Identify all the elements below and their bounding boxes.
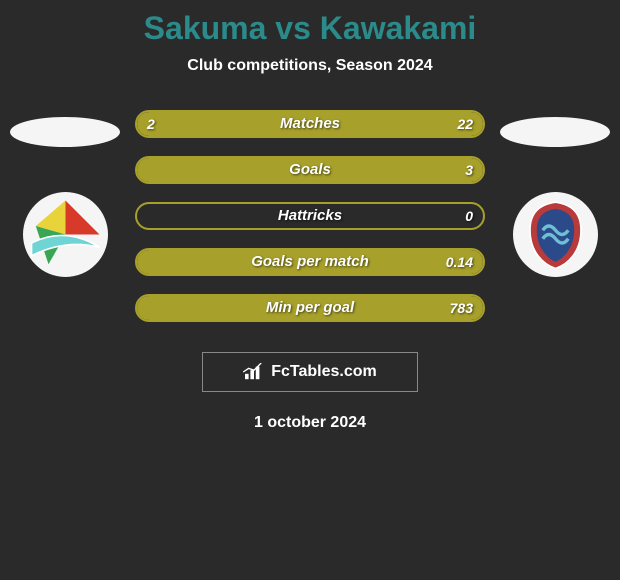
branding-label: FcTables.com (271, 363, 377, 381)
stat-bar: Matches222 (135, 110, 485, 138)
right-club-badge-icon (513, 192, 598, 277)
branding-box: FcTables.com (202, 352, 418, 392)
bar-value-left: 2 (147, 112, 155, 136)
right-player-silhouette (500, 117, 610, 147)
bar-label: Matches (137, 112, 483, 136)
bar-value-right: 0 (465, 204, 473, 228)
bar-value-right: 783 (450, 296, 473, 320)
bar-value-right: 3 (465, 158, 473, 182)
left-player-silhouette (10, 117, 120, 147)
bar-label: Hattricks (137, 204, 483, 228)
bar-value-right: 0.14 (446, 250, 473, 274)
main-row: Matches222Goals3Hattricks0Goals per matc… (0, 110, 620, 322)
stat-bar: Goals per match0.14 (135, 248, 485, 276)
date-label: 1 october 2024 (0, 414, 620, 432)
bar-value-right: 22 (457, 112, 473, 136)
stats-bars: Matches222Goals3Hattricks0Goals per matc… (135, 110, 485, 322)
bar-chart-icon (243, 363, 265, 381)
right-club-badge (513, 192, 598, 277)
stat-bar: Min per goal783 (135, 294, 485, 322)
comparison-infographic: Sakuma vs Kawakami Club competitions, Se… (0, 0, 620, 432)
subtitle: Club competitions, Season 2024 (0, 57, 620, 75)
bar-label: Min per goal (137, 296, 483, 320)
stat-bar: Goals3 (135, 156, 485, 184)
stat-bar: Hattricks0 (135, 202, 485, 230)
left-club-badge-icon (23, 192, 108, 277)
right-player-col (495, 110, 615, 277)
left-club-badge (23, 192, 108, 277)
bar-label: Goals per match (137, 250, 483, 274)
bar-label: Goals (137, 158, 483, 182)
left-player-col (5, 110, 125, 277)
page-title: Sakuma vs Kawakami (0, 10, 620, 47)
